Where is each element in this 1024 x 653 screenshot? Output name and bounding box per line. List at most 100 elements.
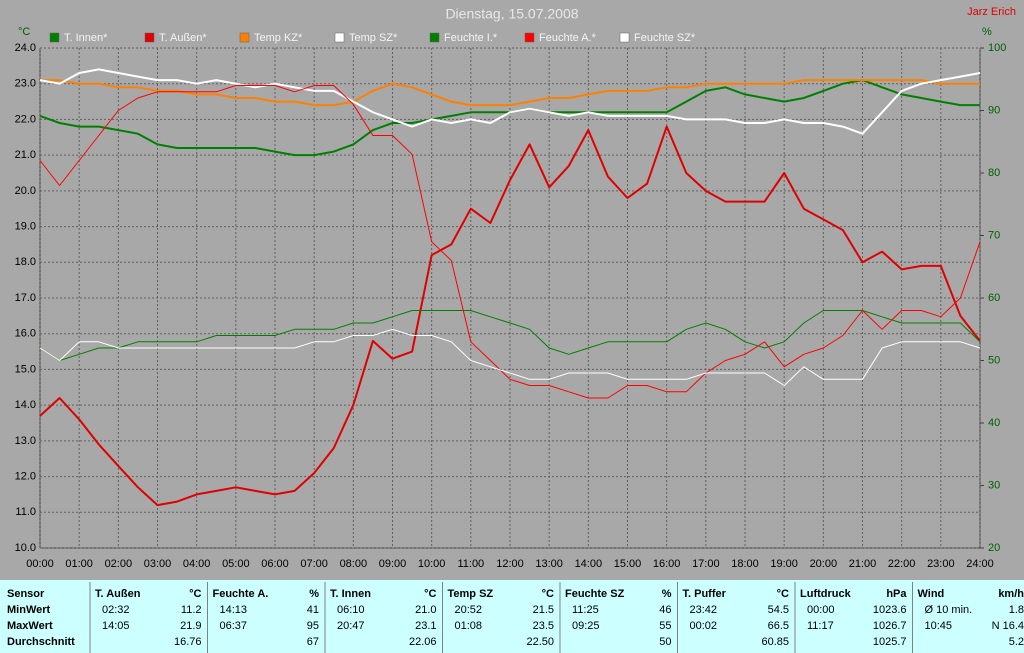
stats-value: 22.06 [409,636,437,648]
stats-value: 1023.6 [873,604,907,616]
stats-column-unit: hPa [886,588,907,600]
x-tick-label: 02:00 [105,558,133,570]
y2-tick-label: 20 [988,542,1000,554]
stats-value: 5.2 [1009,636,1024,648]
stats-column-name: Feuchte SZ [565,588,625,600]
stats-column-name: Feuchte A. [213,588,269,600]
legend-swatch [49,32,60,43]
stats-value: 55 [659,620,671,632]
legend-swatch [334,32,345,43]
stats-value: 22.50 [526,636,554,648]
legend-label: T. Innen* [64,32,108,44]
stats-row-label: Durchschnitt [7,636,75,648]
stats-value: 1025.7 [873,636,907,648]
x-tick-label: 18:00 [731,558,759,570]
series-line [39,125,981,507]
y-tick-label: 18.0 [15,256,36,268]
stats-column-name: T. Puffer [683,588,727,600]
x-tick-label: 03:00 [144,558,172,570]
stats-time: Ø 10 min. [925,604,973,616]
legend-label: Temp KZ* [254,32,303,44]
stats-column-unit: % [309,588,319,600]
stats-column-unit: km/h [998,588,1024,600]
y-tick-label: 13.0 [15,435,36,447]
stats-value: 1.8 [1009,604,1024,616]
stats-value: 21.5 [533,604,554,616]
legend-label: Temp SZ* [349,32,398,44]
stats-column-unit: °C [777,588,789,600]
y-tick-label: 22.0 [15,113,36,125]
stats-column-unit: °C [542,588,554,600]
x-tick-label: 11:00 [457,558,484,570]
author: Jarz Erich [967,6,1016,18]
stats-row-label: MaxWert [7,620,53,632]
stats-time: 20:47 [337,620,365,632]
legend-label: T. Außen* [159,32,207,44]
y-axis-label: °C [18,26,30,38]
x-tick-label: 19:00 [770,558,798,570]
y2-tick-label: 70 [988,229,1000,241]
stats-time: 02:32 [102,604,130,616]
stats-time: 14:13 [220,604,248,616]
series-line [39,310,981,361]
x-tick-label: 24:00 [966,558,994,570]
x-tick-label: 21:00 [849,558,877,570]
legend-label: Feuchte A.* [539,32,597,44]
stats-value: 67 [307,636,319,648]
y-tick-label: 19.0 [15,220,36,232]
y-tick-label: 20.0 [15,185,36,197]
x-tick-label: 15:00 [614,558,642,570]
stats-value: 23.1 [415,620,436,632]
stats-time: 11:25 [572,604,599,616]
stats-value: 1026.7 [873,620,907,632]
x-tick-label: 17:00 [692,558,720,570]
series-line [39,85,981,399]
series-line [40,79,980,107]
x-tick-label: 06:00 [261,558,289,570]
stats-time: 23:42 [690,604,718,616]
x-tick-label: 22:00 [888,558,916,570]
chart-title: Dienstag, 15.07.2008 [445,6,578,22]
y-tick-label: 12.0 [15,470,36,482]
y2-tick-label: 80 [988,167,1000,179]
x-tick-label: 09:00 [379,558,407,570]
y-tick-label: 15.0 [15,363,36,375]
stats-column-name: T. Innen [330,588,371,600]
x-tick-label: 12:00 [496,558,524,570]
x-tick-label: 00:00 [26,558,54,570]
x-tick-label: 01:00 [65,558,93,570]
y2-tick-label: 30 [988,479,1000,491]
y2-tick-label: 100 [988,42,1006,54]
y-tick-label: 14.0 [15,399,36,411]
stats-value: 95 [307,620,319,632]
legend-swatch [429,32,440,43]
x-tick-label: 07:00 [300,558,328,570]
stats-column-unit: % [662,588,672,600]
legend-swatch [144,32,155,43]
stats-time: 00:02 [690,620,718,632]
stats-value: 23.5 [533,620,554,632]
stats-header: Sensor [7,588,45,600]
x-tick-label: 14:00 [575,558,603,570]
y-tick-label: 17.0 [15,292,36,304]
stats-column-name: Wind [918,588,945,600]
y2-axis-label: % [982,26,992,38]
stats-time: 01:08 [455,620,483,632]
series-line [39,68,981,135]
x-tick-label: 08:00 [340,558,368,570]
legend-swatch [239,32,250,43]
stats-time: 10:45 [925,620,953,632]
y-tick-label: 16.0 [15,328,36,340]
x-tick-label: 04:00 [183,558,211,570]
x-tick-label: 23:00 [927,558,955,570]
y2-tick-label: 50 [988,354,1000,366]
y2-tick-label: 60 [988,292,1000,304]
stats-value: 21.9 [180,620,201,632]
stats-time: 11:17 [807,620,834,632]
x-tick-label: 16:00 [653,558,681,570]
legend-swatch [524,32,535,43]
y2-tick-label: 40 [988,417,1000,429]
legend-label: Feuchte I.* [444,32,498,44]
